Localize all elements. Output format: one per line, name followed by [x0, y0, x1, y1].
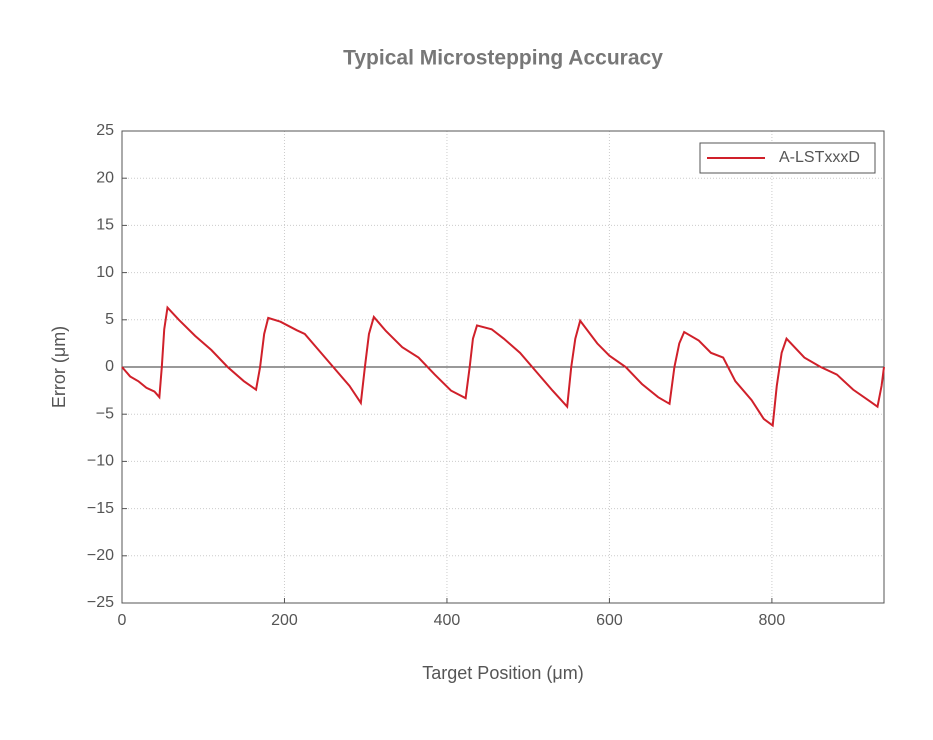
x-tick-label: 200	[271, 612, 298, 629]
y-tick-label: −5	[96, 405, 114, 422]
y-axis-label: Error (μm)	[49, 326, 69, 408]
y-tick-label: 10	[96, 264, 114, 281]
y-tick-label: 25	[96, 122, 114, 139]
y-tick-label: −20	[87, 547, 114, 564]
legend-label: A-LSTxxxD	[779, 149, 860, 166]
y-tick-label: 0	[105, 358, 114, 375]
x-tick-label: 400	[434, 612, 461, 629]
y-tick-label: 15	[96, 217, 114, 234]
y-tick-label: −25	[87, 594, 114, 611]
x-tick-label: 600	[596, 612, 623, 629]
y-tick-label: −10	[87, 453, 114, 470]
y-tick-label: 20	[96, 169, 114, 186]
x-tick-label: 0	[118, 612, 127, 629]
y-tick-label: 5	[105, 311, 114, 328]
y-tick-label: −15	[87, 500, 114, 517]
x-tick-label: 800	[759, 612, 786, 629]
chart-title: Typical Microstepping Accuracy	[343, 47, 663, 70]
data-line	[121, 305, 885, 428]
x-axis-label: Target Position (μm)	[422, 663, 583, 683]
